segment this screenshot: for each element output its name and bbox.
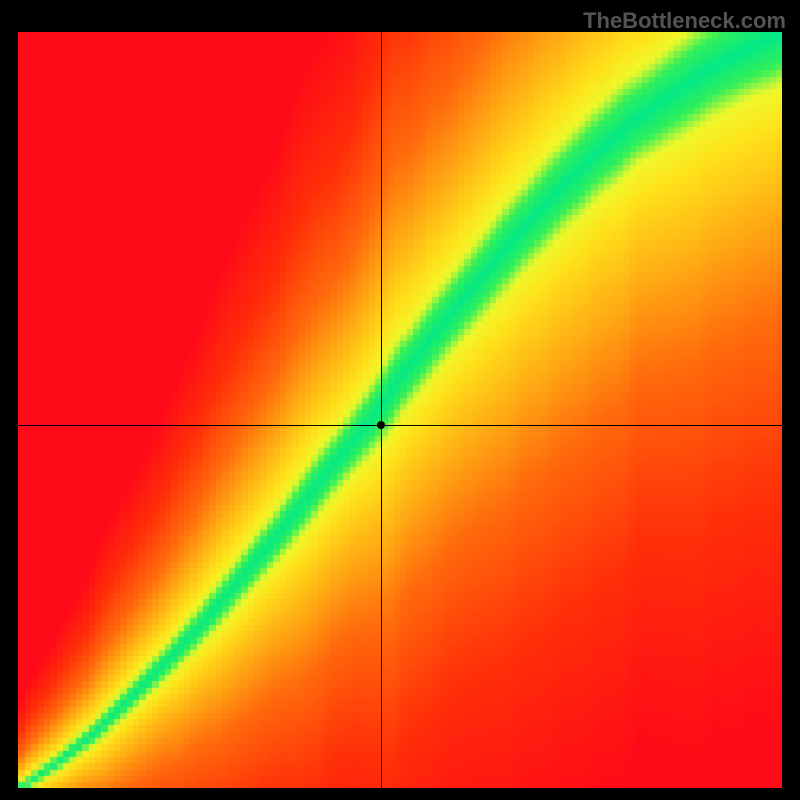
watermark-text: TheBottleneck.com — [583, 8, 786, 34]
crosshair-horizontal — [18, 425, 782, 426]
crosshair-dot-icon — [377, 421, 385, 429]
heatmap-plot — [18, 32, 782, 788]
heatmap-canvas — [18, 32, 782, 788]
crosshair-vertical — [381, 32, 382, 788]
